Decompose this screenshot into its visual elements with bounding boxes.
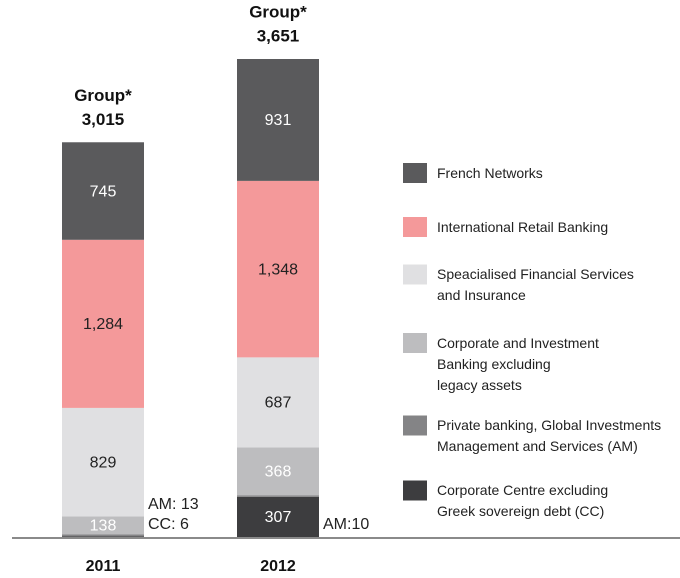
legend-label: International Retail Banking [437, 218, 609, 235]
bar-segment [237, 447, 319, 496]
value-label: 687 [265, 395, 292, 412]
legend-label: Corporate and Investment Banking excludi… [437, 334, 599, 393]
bar-segment [237, 495, 319, 497]
bar-segment [237, 59, 319, 181]
bar-segment [62, 536, 144, 537]
bar-segment [237, 180, 319, 358]
value-label: 1,284 [83, 316, 123, 333]
total-label: 3,651 [257, 26, 300, 45]
total-label: 3,015 [82, 110, 125, 129]
legend-label: Corporate Centre excluding Greek soverei… [437, 482, 609, 519]
legend-swatch [403, 415, 427, 436]
bar-segment [62, 142, 144, 240]
legend-swatch [403, 264, 427, 285]
value-label: 138 [90, 518, 117, 535]
total-name: Group* [249, 2, 307, 21]
bar-segment [62, 516, 144, 535]
legend-label: Private banking, Global Investments Mana… [437, 417, 662, 454]
value-label: 307 [265, 509, 292, 526]
x-tick-label: 2011 [86, 558, 121, 575]
bar-segment [62, 534, 144, 537]
legend-swatch [403, 163, 427, 183]
value-label: AM:10 [323, 516, 369, 533]
legend-swatch [403, 480, 427, 501]
value-label: 745 [90, 183, 117, 200]
legend-label: French Networks [437, 164, 543, 181]
value-label: 368 [265, 464, 292, 481]
bar-segment [62, 239, 144, 408]
legend-label: Speacialised Financial Services and Insu… [437, 266, 634, 303]
legend-swatch [403, 217, 427, 237]
bar-segment [237, 357, 319, 448]
total-name: Group* [74, 86, 132, 105]
value-label: AM: 13 [148, 496, 199, 513]
value-label: 1,348 [258, 261, 298, 278]
value-label: CC: 6 [148, 516, 189, 533]
legend-swatch [403, 333, 427, 353]
value-label: 829 [90, 454, 117, 471]
bar-segment [237, 496, 319, 537]
x-tick-label: 2012 [260, 558, 296, 575]
value-label: 931 [265, 112, 292, 129]
bar-segment [62, 407, 144, 517]
